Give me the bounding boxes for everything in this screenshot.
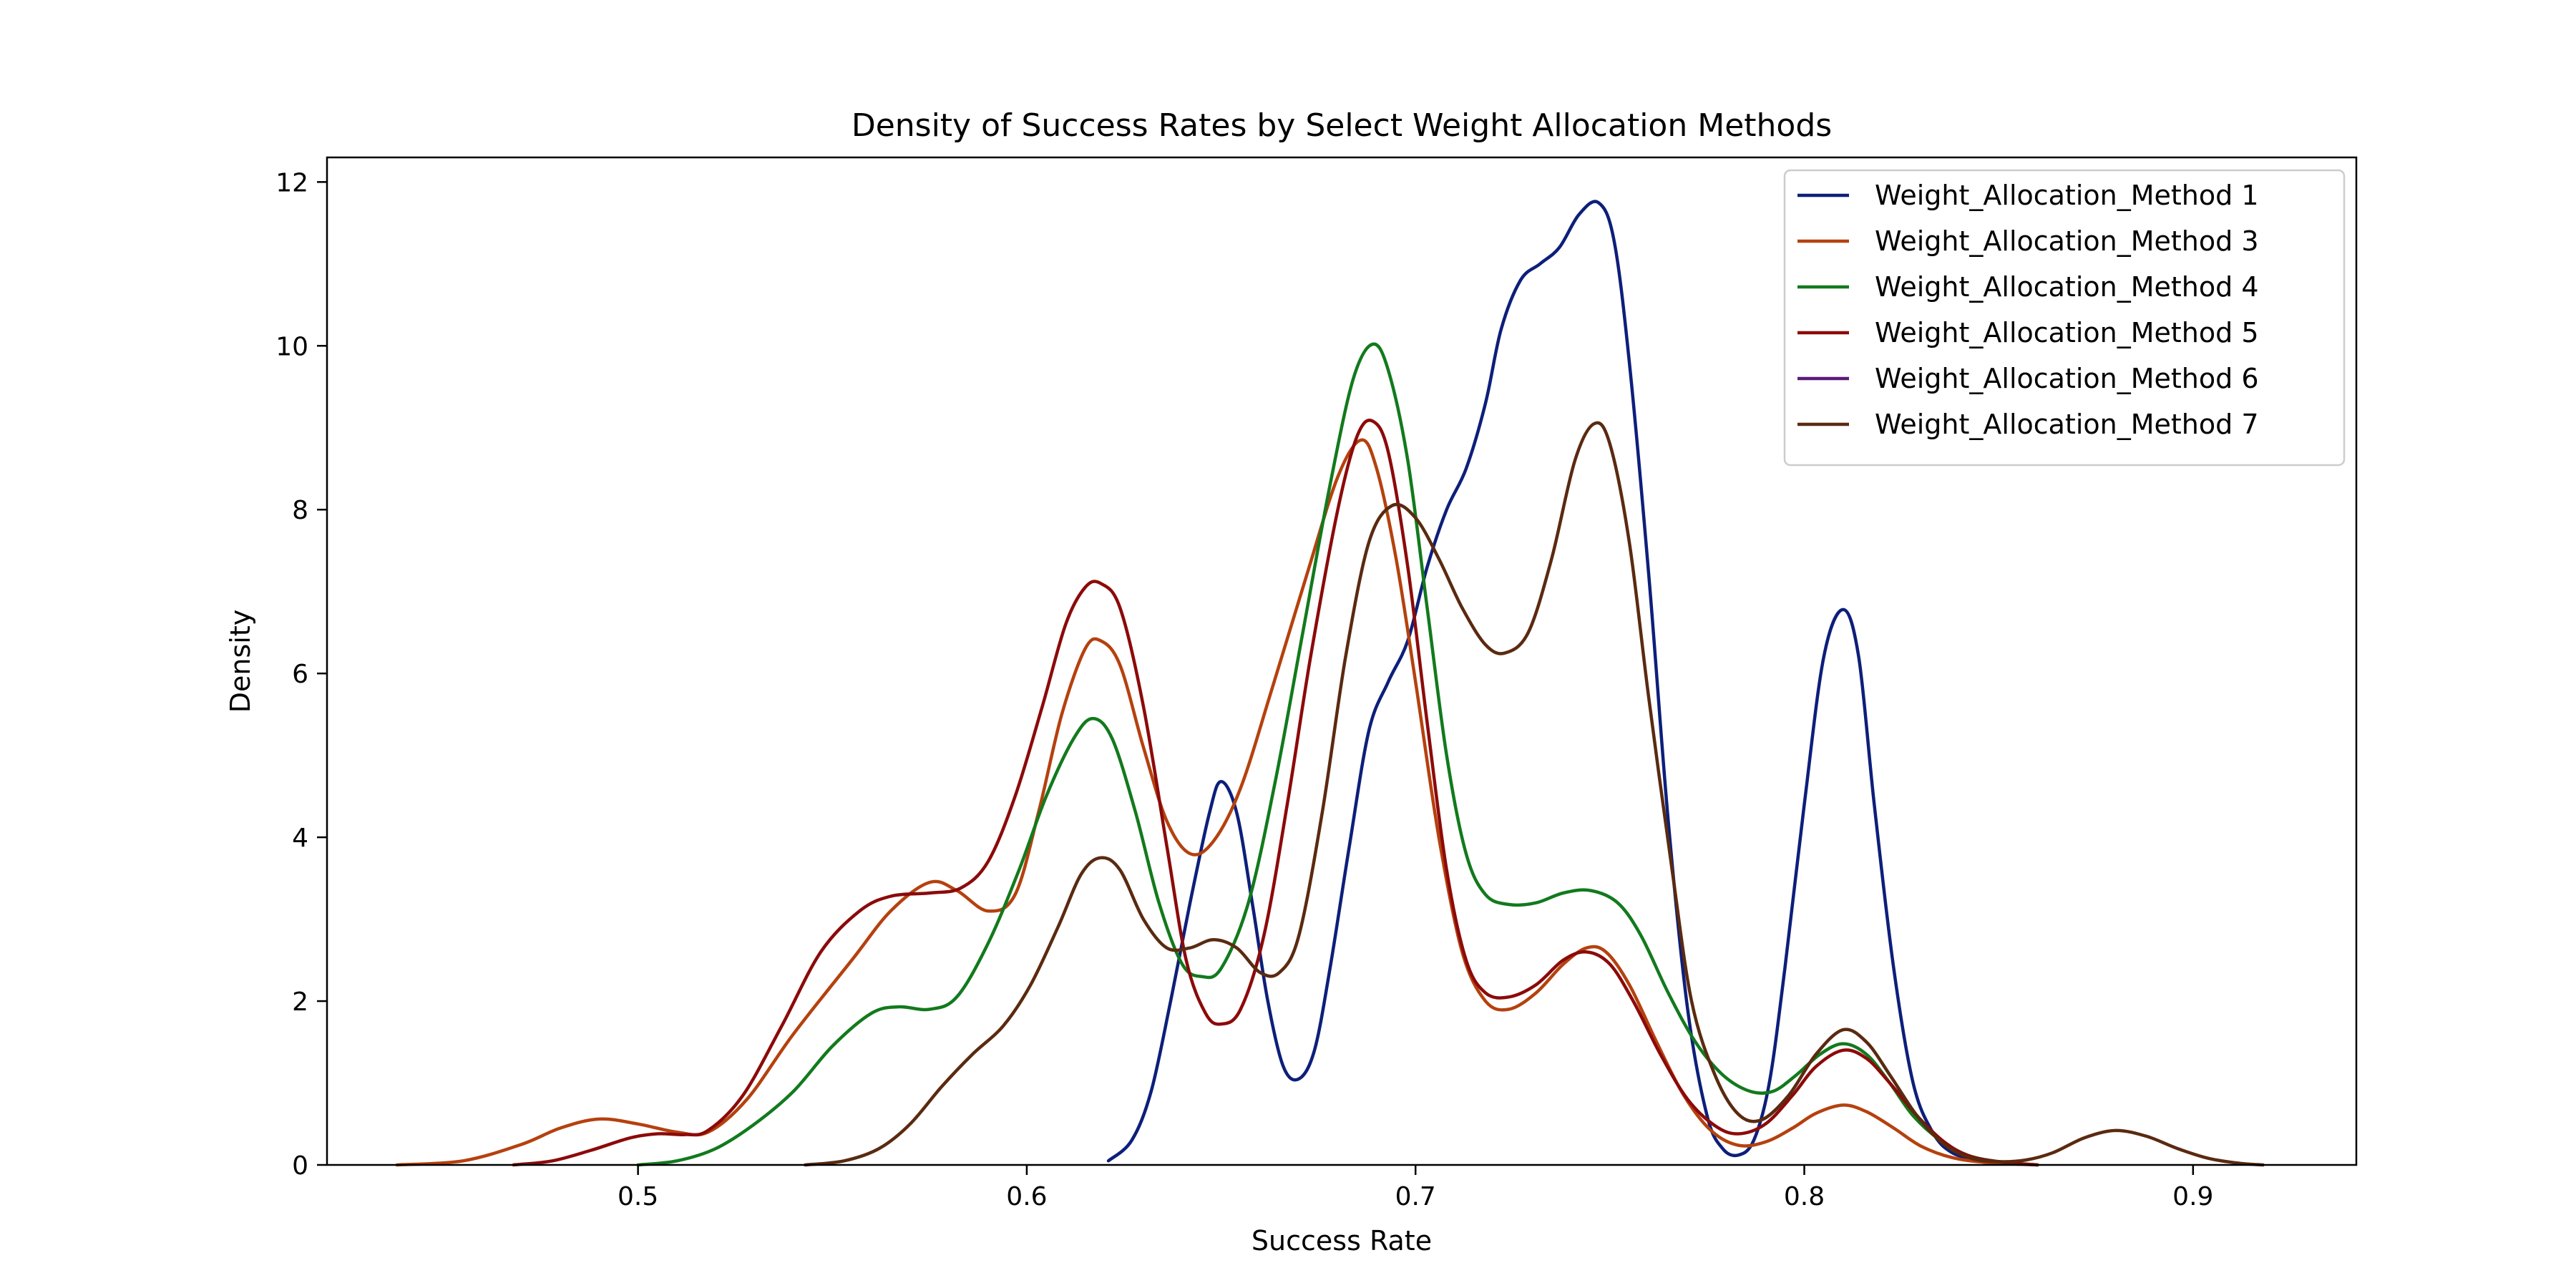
y-tick-label: 4: [292, 824, 308, 853]
legend-entry: Weight_Allocation_Method 1: [1875, 180, 2259, 211]
series-line-method-3: [636, 342, 2039, 1167]
plot-area: [395, 200, 2265, 1167]
y-axis-label: Density: [225, 610, 256, 713]
y-tick-label: 0: [292, 1151, 308, 1181]
legend-entry: Weight_Allocation_Method 3: [1875, 225, 2259, 257]
legend-entry: Weight_Allocation_Method 4: [1875, 271, 2259, 303]
series-line-method-4: [512, 419, 2039, 1167]
axis-ticks: 0.5 0.6 0.7 0.8 0.9 0 2 4 6 8 10 12: [275, 168, 2213, 1211]
y-tick-label: 2: [292, 987, 308, 1017]
y-tick-label: 6: [292, 660, 308, 689]
x-tick-label: 0.9: [2172, 1182, 2213, 1211]
legend-entry: Weight_Allocation_Method 7: [1875, 409, 2259, 440]
y-tick-label: 8: [292, 496, 308, 525]
plot-frame: [326, 156, 2358, 1166]
legend-entry: Weight_Allocation_Method 5: [1875, 317, 2259, 348]
x-axis-label: Success Rate: [1252, 1225, 1432, 1257]
series-line-method-1: [1106, 200, 1981, 1163]
x-tick-label: 0.7: [1395, 1182, 1436, 1211]
chart-title: Density of Success Rates by Select Weigh…: [852, 107, 1832, 144]
x-tick-label: 0.6: [1006, 1182, 1047, 1211]
legend: Weight_Allocation_Method 1 Weight_Allocat…: [1783, 169, 2346, 467]
legend-entry: Weight_Allocation_Method 6: [1875, 363, 2259, 394]
y-tick-label: 10: [275, 332, 308, 361]
legend-box: [1783, 169, 2346, 467]
y-tick-label: 12: [275, 168, 308, 197]
x-tick-label: 0.8: [1784, 1182, 1825, 1211]
series-line-method-2: [395, 438, 2039, 1167]
series-line-method-6: [804, 421, 2265, 1167]
x-tick-label: 0.5: [618, 1182, 658, 1211]
